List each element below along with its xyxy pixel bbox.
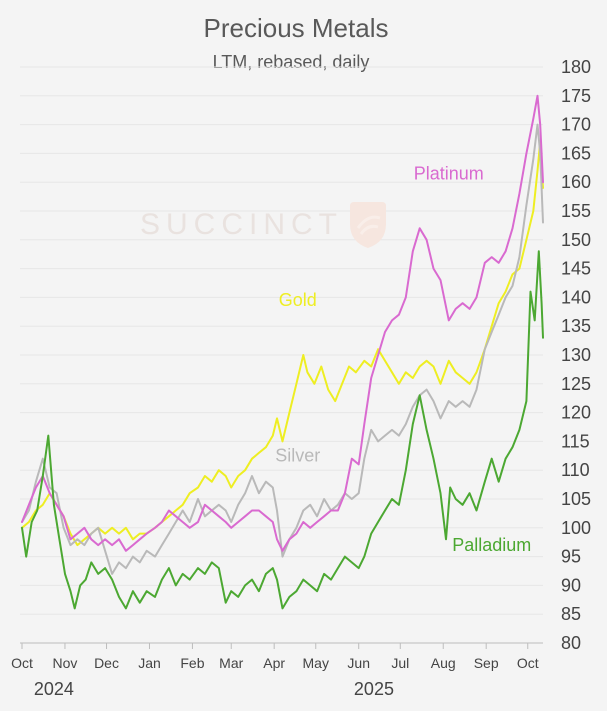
y-tick-label: 110 [561,460,590,480]
y-tick-label: 155 [561,201,591,221]
x-tick-label: Dec [94,655,119,671]
x-tick-label: Apr [263,655,285,671]
series-line-silver [21,123,544,575]
series-label-silver: Silver [275,446,320,466]
x-tick-label: Jul [391,655,409,671]
chart-title: Precious Metals [204,13,389,43]
series-line-platinum [21,94,544,552]
y-tick-label: 165 [561,143,591,163]
series [21,94,544,610]
x-tick-label: Oct [11,655,33,671]
x-tick-label: Oct [517,655,539,671]
y-tick-label: 95 [561,547,581,567]
x-tick-label: Jun [347,655,370,671]
y-tick-label: 120 [561,403,591,423]
y-tick-label: 180 [561,57,591,77]
y-tick-label: 130 [561,345,591,365]
gridlines [20,66,543,644]
series-line-palladium [21,250,544,610]
x-tick-label: Mar [219,655,243,671]
chart-subtitle: LTM, rebased, daily [213,52,370,72]
y-tick-label: 90 [561,575,581,595]
y-tick-label: 170 [561,115,591,135]
y-tick-label: 150 [561,230,591,250]
watermark: SUCCINCT [140,202,386,248]
x-tick-label: Nov [53,655,78,671]
x-tick-label: Feb [180,655,204,671]
watermark-text: SUCCINCT [140,208,343,241]
x-tick-label: Sep [474,655,499,671]
y-tick-label: 145 [561,259,591,279]
x-tick-label: Aug [431,655,456,671]
y-tick-label: 135 [561,316,591,336]
y-tick-label: 175 [561,86,591,106]
year-label: 2025 [354,679,394,699]
x-tick-label: Jan [138,655,161,671]
y-tick-label: 80 [561,633,581,653]
series-labels: Gold Silver Platinum Palladium [275,163,531,555]
y-tick-label: 160 [561,172,591,192]
series-label-platinum: Platinum [414,163,484,183]
y-axis: 80 85 90 95 100 105 110 115 120 125 130 135 140 145 15… [561,57,591,653]
y-tick-label: 115 [561,431,590,451]
y-tick-label: 140 [561,287,591,307]
series-label-palladium: Palladium [452,535,531,555]
series-line-gold [21,140,544,547]
y-tick-label: 85 [561,604,581,624]
y-tick-label: 100 [561,518,591,538]
x-tick-label: May [303,655,329,671]
y-tick-label: 125 [561,374,591,394]
succinct-logo-icon [350,202,386,248]
year-label: 2024 [34,679,74,699]
series-label-gold: Gold [279,290,317,310]
y-tick-label: 105 [561,489,591,509]
x-axis: Oct Nov Dec Jan Feb Mar Apr May Jun Jul Aug Sep Oct2… [11,643,539,699]
